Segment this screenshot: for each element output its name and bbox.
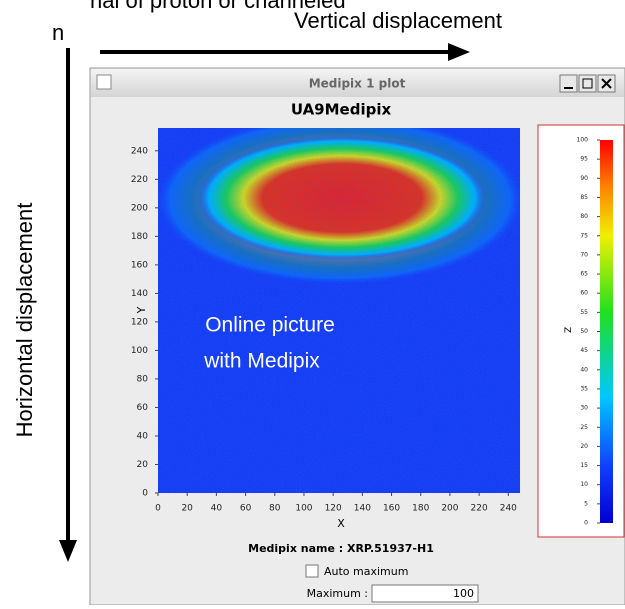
x-tick-label: 240 bbox=[500, 504, 517, 514]
x-tick-label: 40 bbox=[211, 504, 223, 514]
overlay-text: with Medipix bbox=[203, 350, 320, 373]
y-tick-label: 180 bbox=[131, 232, 148, 242]
z-tick-label: 100 bbox=[577, 137, 589, 144]
max-value: 100 bbox=[453, 587, 474, 600]
y-tick-label: 40 bbox=[137, 431, 149, 441]
z-tick-label: 35 bbox=[580, 385, 588, 392]
name-label: Medipix name : XRP.51937-H1 bbox=[248, 542, 434, 555]
horizontal-label: Horizontal displacement bbox=[12, 203, 37, 438]
y-tick-label: 220 bbox=[131, 175, 148, 185]
arrowhead bbox=[448, 43, 470, 61]
z-tick-label: 0 bbox=[584, 520, 588, 527]
y-axis-label: Y bbox=[135, 306, 148, 314]
cut-text: n bbox=[52, 20, 64, 45]
z-tick-label: 95 bbox=[580, 156, 588, 163]
x-tick-label: 100 bbox=[295, 504, 312, 514]
z-tick-label: 30 bbox=[580, 405, 588, 412]
y-tick-label: 140 bbox=[131, 289, 148, 299]
z-tick-label: 80 bbox=[580, 213, 588, 220]
z-tick-label: 70 bbox=[580, 251, 588, 258]
minimize-button[interactable] bbox=[560, 75, 577, 92]
checkbox-label: Auto maximum bbox=[324, 565, 408, 578]
colorbar-label: Z bbox=[562, 327, 572, 333]
x-tick-label: 180 bbox=[412, 504, 429, 514]
z-tick-label: 85 bbox=[580, 194, 588, 201]
y-tick-label: 200 bbox=[131, 203, 148, 213]
z-tick-label: 10 bbox=[580, 481, 588, 488]
x-axis-label: X bbox=[337, 517, 345, 530]
y-tick-label: 60 bbox=[137, 403, 149, 413]
window-buttons[interactable] bbox=[560, 75, 615, 92]
x-tick-label: 80 bbox=[269, 504, 281, 514]
x-tick-label: 200 bbox=[441, 504, 458, 514]
x-tick-label: 120 bbox=[325, 504, 342, 514]
y-tick-label: 80 bbox=[137, 374, 149, 384]
z-tick-label: 55 bbox=[580, 309, 588, 316]
maximize-button[interactable] bbox=[579, 75, 596, 92]
x-tick-label: 20 bbox=[181, 504, 193, 514]
plot-title: UA9Medipix bbox=[291, 101, 392, 119]
z-tick-label: 75 bbox=[580, 232, 588, 239]
overlay-text: Online picture bbox=[205, 314, 335, 337]
window-title: Medipix 1 plot bbox=[309, 77, 406, 91]
z-tick-label: 5 bbox=[584, 500, 588, 507]
y-tick-label: 120 bbox=[131, 317, 148, 327]
z-tick-label: 90 bbox=[580, 175, 588, 182]
page: nal of proton or channeled n Vertical di… bbox=[0, 0, 625, 605]
z-tick-label: 15 bbox=[580, 462, 588, 469]
x-tick-label: 220 bbox=[471, 504, 488, 514]
z-tick-label: 60 bbox=[580, 290, 588, 297]
x-tick-label: 140 bbox=[354, 504, 371, 514]
x-tick-label: 160 bbox=[383, 504, 400, 514]
z-tick-label: 65 bbox=[580, 271, 588, 278]
y-tick-label: 100 bbox=[131, 346, 148, 356]
x-tick-label: 60 bbox=[240, 504, 252, 514]
z-tick-label: 40 bbox=[580, 366, 588, 373]
z-tick-label: 25 bbox=[580, 424, 588, 431]
app-icon bbox=[97, 75, 111, 89]
vertical-label: Vertical displacement bbox=[294, 8, 502, 33]
max-label: Maximum : bbox=[307, 587, 368, 600]
heatmap-noise bbox=[158, 128, 520, 493]
y-tick-label: 20 bbox=[137, 460, 149, 470]
x-tick-label: 0 bbox=[155, 504, 161, 514]
heatmap bbox=[155, 115, 525, 493]
screenshot: nal of proton or channeled n Vertical di… bbox=[0, 0, 625, 605]
arrowhead bbox=[59, 540, 77, 562]
z-tick-label: 20 bbox=[580, 443, 588, 450]
z-tick-label: 50 bbox=[580, 328, 588, 335]
y-tick-label: 240 bbox=[131, 146, 148, 156]
z-tick-label: 45 bbox=[580, 347, 588, 354]
colorbar bbox=[600, 140, 613, 523]
y-tick-label: 160 bbox=[131, 260, 148, 270]
y-tick-label: 0 bbox=[142, 489, 148, 499]
auto-max-checkbox[interactable] bbox=[306, 565, 318, 577]
